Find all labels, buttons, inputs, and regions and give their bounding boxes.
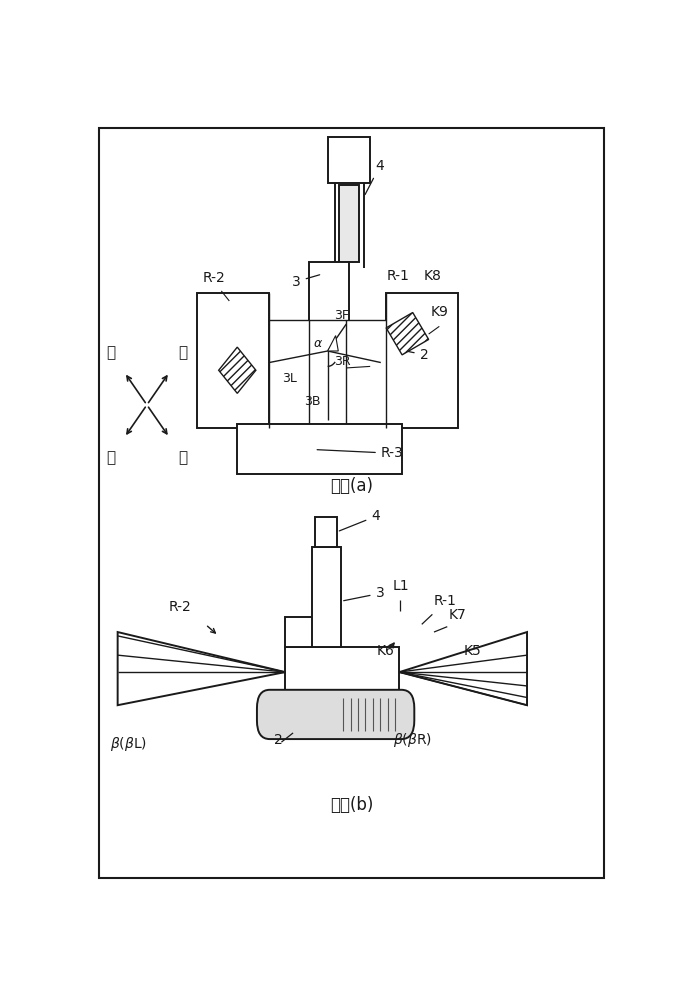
Text: L1: L1 xyxy=(392,579,409,593)
Text: 3L: 3L xyxy=(283,372,297,385)
Bar xyxy=(198,293,269,428)
Text: R-2: R-2 xyxy=(168,600,191,614)
Text: 左: 左 xyxy=(106,450,115,465)
Text: 右: 右 xyxy=(178,345,187,360)
Text: R-3: R-3 xyxy=(317,446,403,460)
Text: 前: 前 xyxy=(106,345,115,360)
Text: 3F: 3F xyxy=(335,309,350,322)
Text: $\beta$($\beta$R): $\beta$($\beta$R) xyxy=(393,731,432,749)
Polygon shape xyxy=(386,312,429,355)
Text: 2: 2 xyxy=(409,348,428,362)
Text: 3B: 3B xyxy=(304,395,320,408)
Text: 3R: 3R xyxy=(335,355,351,368)
Bar xyxy=(316,517,337,547)
Bar xyxy=(285,647,399,698)
Bar xyxy=(309,262,349,409)
Polygon shape xyxy=(219,347,256,393)
FancyBboxPatch shape xyxy=(257,690,414,739)
Bar xyxy=(269,320,386,424)
Bar xyxy=(285,617,330,647)
Text: 部分(b): 部分(b) xyxy=(330,796,373,814)
Text: 3: 3 xyxy=(292,275,320,289)
Text: K6: K6 xyxy=(377,644,395,658)
Text: 3: 3 xyxy=(344,586,384,601)
Text: 2: 2 xyxy=(274,733,283,747)
Bar xyxy=(386,293,458,428)
Text: 后: 后 xyxy=(178,450,187,465)
Text: 4: 4 xyxy=(365,159,384,195)
Text: R-2: R-2 xyxy=(203,271,226,285)
Polygon shape xyxy=(399,632,527,705)
Bar xyxy=(311,547,341,647)
Bar xyxy=(237,424,402,474)
Text: $\beta$($\beta$L): $\beta$($\beta$L) xyxy=(110,735,147,753)
Text: R-1: R-1 xyxy=(434,594,457,608)
Polygon shape xyxy=(328,336,338,351)
Bar xyxy=(339,185,359,262)
Text: K7: K7 xyxy=(449,608,466,622)
Text: 4: 4 xyxy=(340,509,380,531)
Text: $\alpha$: $\alpha$ xyxy=(314,337,323,350)
Text: R-1: R-1 xyxy=(386,269,409,283)
Bar xyxy=(328,137,370,183)
Text: 部分(a): 部分(a) xyxy=(330,477,373,495)
Text: K5: K5 xyxy=(463,644,481,658)
Text: K9: K9 xyxy=(430,305,448,319)
Text: K8: K8 xyxy=(423,269,441,283)
Polygon shape xyxy=(118,632,285,705)
